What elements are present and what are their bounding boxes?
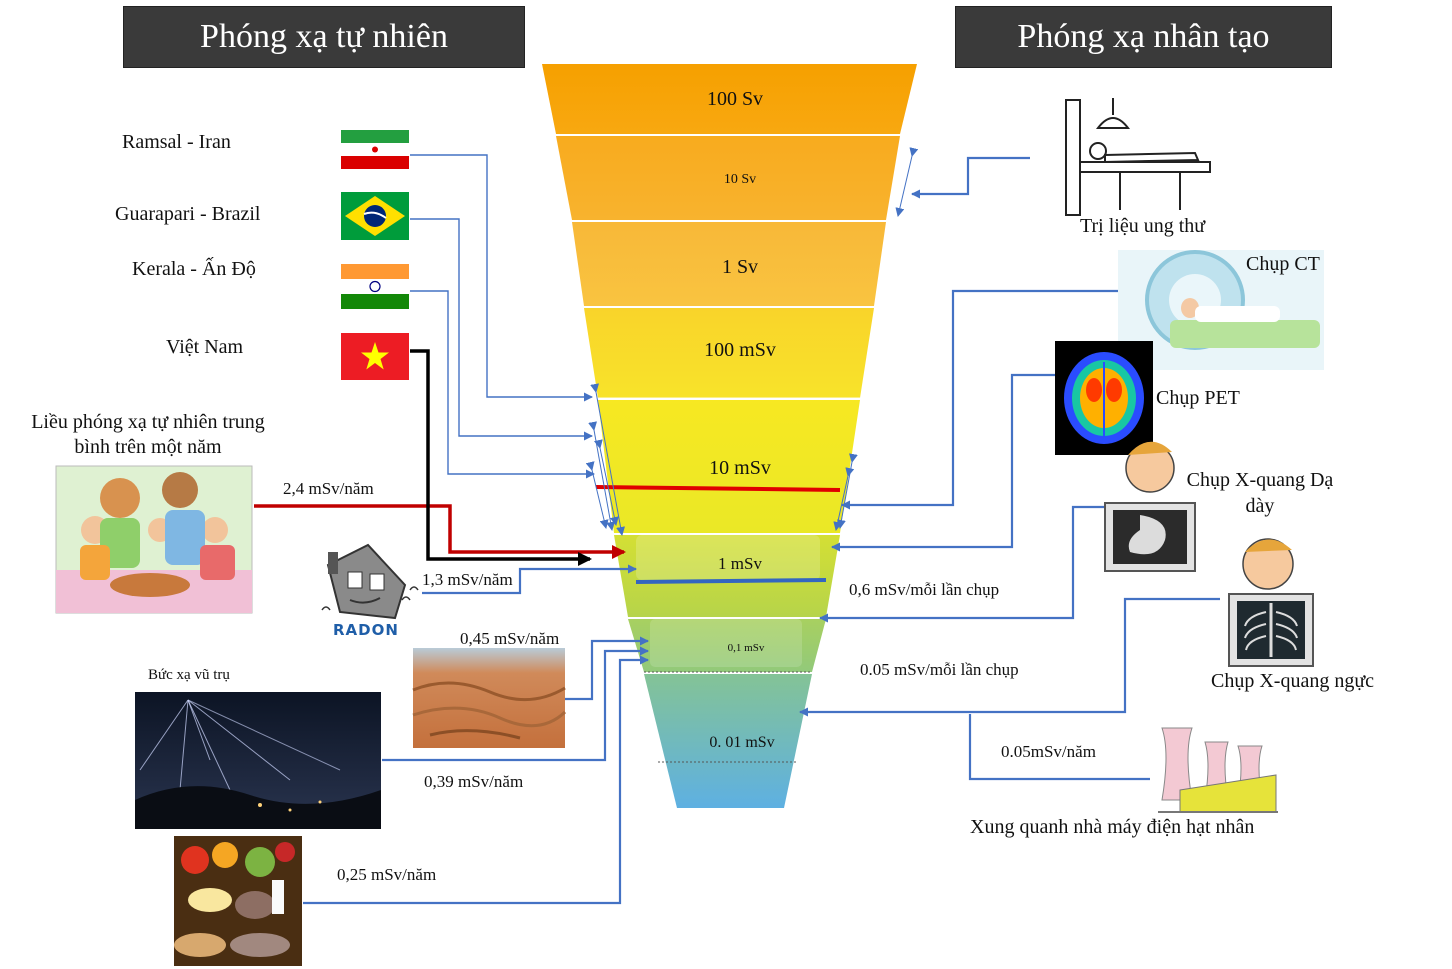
brazil-flag-icon xyxy=(341,192,409,240)
band-100sv xyxy=(542,64,917,134)
place-iran-label: Ramsal - Iran xyxy=(122,131,231,153)
cosmic-value: 0,39 mSv/năm xyxy=(424,772,524,791)
iran-flag-icon xyxy=(341,130,409,169)
level-1sv: 1 Sv xyxy=(721,256,759,278)
ct-label: Chụp CT xyxy=(1246,253,1320,275)
vietnam-connector xyxy=(410,349,592,566)
dose-funnel xyxy=(542,64,917,808)
band-10msv xyxy=(598,400,860,533)
therapy-label: Trị liệu ung thư xyxy=(1080,215,1206,237)
natural-average-value: 2,4 mSv/năm xyxy=(283,479,374,498)
vietnam-flag-icon xyxy=(341,333,409,380)
food-value: 0,25 mSv/năm xyxy=(337,865,437,884)
radon-connector xyxy=(422,564,637,595)
soil-value: 0,45 mSv/năm xyxy=(460,629,560,648)
band-001msv xyxy=(644,674,812,808)
pet-label: Chụp PET xyxy=(1156,387,1240,409)
one-msv-marker xyxy=(635,578,827,584)
food-image xyxy=(174,836,302,966)
cosmic-connector xyxy=(382,646,649,762)
pet-connector xyxy=(831,373,1055,552)
cosmic-sky-image xyxy=(135,692,381,829)
natural-range-arrows xyxy=(585,383,625,536)
band-01msv xyxy=(628,619,826,672)
brazil-connector xyxy=(410,218,593,441)
iran-connector xyxy=(410,154,593,402)
plant-connector xyxy=(968,714,1150,781)
level-10msv: 10 mSv xyxy=(709,457,771,479)
xray-chest-label: Chụp X-quang ngực xyxy=(1211,670,1375,692)
nuclear-plant-icon xyxy=(1158,727,1278,813)
xray-stomach-figure xyxy=(1104,441,1196,572)
pet-scan-image xyxy=(1055,341,1153,455)
plant-label: Xung quanh nhà máy điện hạt nhân xyxy=(970,816,1255,838)
family-picnic-image xyxy=(55,465,253,614)
radon-house-icon xyxy=(321,543,419,620)
xray-stomach-label: Chụp X-quang Dạ dày xyxy=(1186,469,1334,517)
radon-value: 1,3 mSv/năm xyxy=(422,570,513,589)
natural-average-marker xyxy=(595,485,841,492)
xray-chest-connector xyxy=(799,597,1220,717)
level-01msv: 0,1 mSv xyxy=(727,642,765,654)
band-100msv xyxy=(584,308,874,398)
therapy-connector xyxy=(911,156,1030,199)
natural-average-label: Liều phóng xạ tự nhiên trung bình trên m… xyxy=(31,411,265,458)
level-100msv: 100 mSv xyxy=(704,339,776,361)
soil-landscape-image xyxy=(412,648,567,748)
average-connector xyxy=(254,504,626,559)
level-001msv: 0. 01 mSv xyxy=(709,734,775,751)
chest-dose-label: 0.05 mSv/mỗi lần chụp xyxy=(860,660,1019,679)
level-10sv: 10 Sv xyxy=(723,172,757,187)
plant-dose-label: 0.05mSv/năm xyxy=(1001,742,1096,761)
radon-text: RADON xyxy=(333,621,399,639)
level-100sv: 100 Sv xyxy=(706,88,764,110)
place-india-label: Kerala - Ấn Độ xyxy=(132,258,256,280)
band-1msv xyxy=(614,535,840,617)
artificial-radiation-header: Phóng xạ nhân tạo xyxy=(955,6,1332,68)
level-1msv: 1 mSv xyxy=(718,554,762,573)
place-vietnam-label: Việt Nam xyxy=(166,336,244,358)
xray-stomach-connector xyxy=(819,505,1110,623)
food-connector xyxy=(303,655,649,905)
band-10sv xyxy=(556,136,900,220)
place-brazil-label: Guarapari - Brazil xyxy=(115,203,261,225)
natural-radiation-header: Phóng xạ tự nhiên xyxy=(123,6,525,68)
stomach-dose-label: 0,6 mSv/mỗi lần chụp xyxy=(849,580,1000,599)
band-1sv xyxy=(572,222,886,306)
xray-chest-figure xyxy=(1228,538,1314,667)
soil-connector xyxy=(565,636,649,701)
ct-connector xyxy=(841,289,1148,510)
india-flag-icon xyxy=(341,264,409,309)
radiotherapy-icon xyxy=(1065,98,1211,216)
cosmic-label: Bức xạ vũ trụ xyxy=(148,667,230,683)
india-connector xyxy=(410,290,595,479)
